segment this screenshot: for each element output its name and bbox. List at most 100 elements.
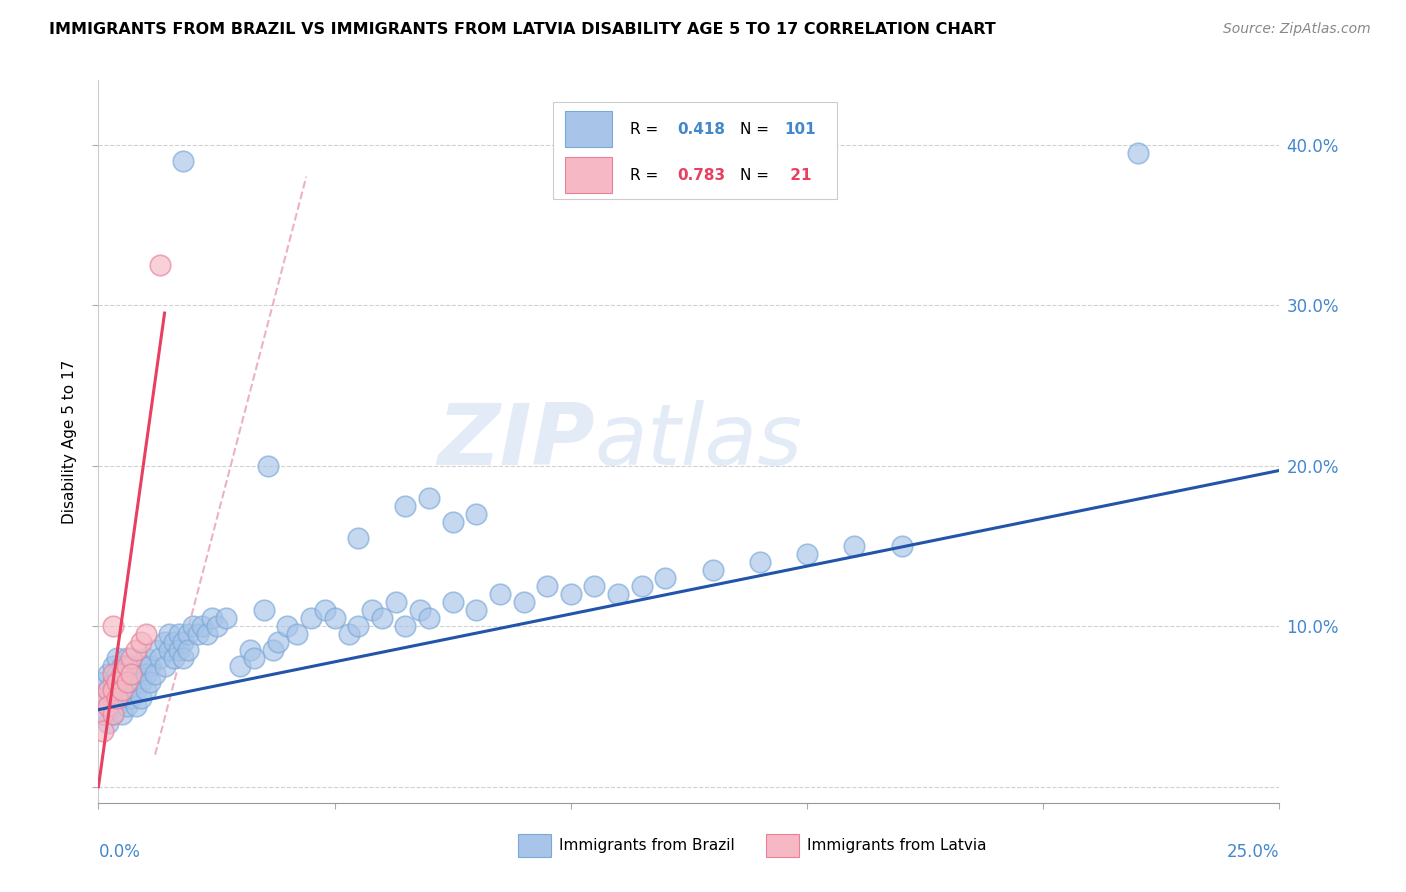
Point [654, 571, 676, 585]
Point [418, 491, 440, 505]
Point [97, 699, 120, 714]
Point [262, 643, 284, 657]
Point [153, 635, 176, 649]
Text: atlas: atlas [595, 400, 803, 483]
Point [101, 667, 124, 681]
Point [125, 699, 148, 714]
Point [536, 579, 558, 593]
Point [91, 707, 114, 722]
Point [748, 555, 770, 569]
Point [101, 659, 124, 673]
Point [111, 683, 134, 698]
Point [129, 659, 152, 673]
Point [267, 635, 290, 649]
Text: 0.783: 0.783 [678, 168, 725, 183]
Point [121, 675, 143, 690]
Point [702, 563, 724, 577]
Point [157, 643, 180, 657]
Text: N =: N = [740, 168, 773, 183]
Point [276, 619, 298, 633]
Text: R =: R = [630, 122, 664, 136]
Text: IMMIGRANTS FROM BRAZIL VS IMMIGRANTS FROM LATVIA DISABILITY AGE 5 TO 17 CORRELAT: IMMIGRANTS FROM BRAZIL VS IMMIGRANTS FRO… [49, 22, 995, 37]
Point [97, 699, 120, 714]
Point [105, 699, 128, 714]
Point [187, 627, 209, 641]
Point [181, 619, 204, 633]
Point [91, 691, 114, 706]
Point [111, 659, 134, 673]
Point [143, 667, 166, 681]
Point [215, 611, 238, 625]
Point [101, 707, 124, 722]
Point [121, 691, 143, 706]
Point [125, 667, 148, 681]
Point [101, 683, 124, 698]
Point [91, 707, 114, 722]
Point [129, 635, 152, 649]
Point [441, 515, 464, 529]
Point [167, 627, 190, 641]
Point [143, 643, 166, 657]
Point [115, 651, 138, 665]
Point [125, 643, 148, 657]
Point [844, 539, 866, 553]
Point [129, 691, 152, 706]
Point [630, 579, 652, 593]
Point [177, 627, 200, 641]
Bar [517, 834, 551, 857]
Point [314, 603, 336, 617]
Point [167, 643, 190, 657]
Point [347, 531, 370, 545]
Point [465, 507, 488, 521]
Point [408, 603, 430, 617]
Point [172, 153, 194, 168]
Point [125, 683, 148, 698]
Text: Immigrants from Brazil: Immigrants from Brazil [560, 838, 735, 853]
Text: N =: N = [740, 122, 773, 136]
Point [115, 683, 138, 698]
Point [347, 619, 370, 633]
Point [139, 675, 162, 690]
Point [97, 667, 120, 681]
Point [135, 651, 157, 665]
Point [115, 675, 138, 690]
Bar [766, 834, 799, 857]
Point [172, 651, 194, 665]
Point [111, 667, 134, 681]
Point [361, 603, 384, 617]
Point [135, 667, 157, 681]
Point [1126, 145, 1149, 160]
Point [583, 579, 606, 593]
Point [105, 651, 128, 665]
Point [121, 659, 143, 673]
Point [243, 651, 266, 665]
Point [163, 635, 186, 649]
Point [418, 611, 440, 625]
Text: Source: ZipAtlas.com: Source: ZipAtlas.com [1223, 22, 1371, 37]
Point [111, 707, 134, 722]
Point [299, 611, 322, 625]
Point [101, 707, 124, 722]
Point [97, 683, 120, 698]
Point [394, 619, 416, 633]
Point [101, 675, 124, 690]
Point [105, 675, 128, 690]
Point [149, 258, 172, 272]
Text: 25.0%: 25.0% [1227, 843, 1279, 861]
Point [105, 691, 128, 706]
Point [172, 635, 194, 649]
Point [229, 659, 252, 673]
Text: Immigrants from Latvia: Immigrants from Latvia [807, 838, 987, 853]
Point [111, 691, 134, 706]
Point [890, 539, 912, 553]
Point [489, 587, 512, 601]
FancyBboxPatch shape [553, 102, 837, 200]
Point [607, 587, 630, 601]
Point [285, 627, 308, 641]
Point [441, 595, 464, 609]
Point [149, 651, 172, 665]
Point [191, 619, 214, 633]
Point [465, 603, 488, 617]
Point [195, 627, 218, 641]
Point [239, 643, 262, 657]
